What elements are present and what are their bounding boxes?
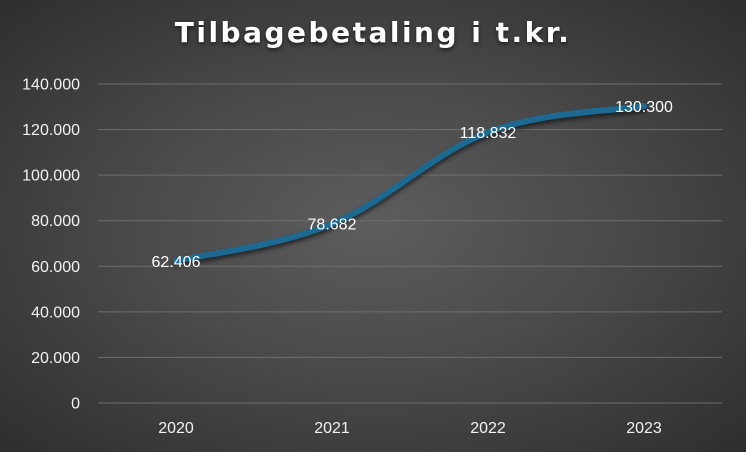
x-tick-label: 2022: [470, 420, 506, 437]
y-tick-label: 140.000: [22, 77, 80, 94]
y-tick-label: 40.000: [31, 304, 80, 321]
series-line: [173, 103, 647, 264]
data-label: 78.682: [308, 217, 357, 234]
data-labels: 62.406 78.682 118.832 130.300: [152, 99, 673, 271]
y-tick-label: 20.000: [31, 350, 80, 367]
series-line-path: [173, 103, 647, 264]
gridlines: [98, 83, 722, 404]
x-tick-label: 2021: [314, 420, 350, 437]
data-label: 130.300: [615, 99, 673, 116]
x-tick-label: 2023: [626, 420, 662, 437]
chart-title: Tilbagebetaling i t.kr.: [174, 16, 572, 49]
x-tick-label: 2020: [158, 420, 194, 437]
y-tick-label: 120.000: [22, 122, 80, 139]
y-axis-ticks: 0 20.000 40.000 60.000 80.000 100.000 120.000 1…: [22, 77, 80, 413]
y-tick-label: 100.000: [22, 168, 80, 185]
y-tick-label: 80.000: [31, 213, 80, 230]
x-axis-ticks: 2020 2021 2022 2023: [158, 420, 662, 437]
y-tick-label: 60.000: [31, 259, 80, 276]
data-label: 62.406: [152, 254, 201, 271]
y-tick-label: 0: [71, 396, 80, 413]
data-label: 118.832: [460, 125, 517, 142]
